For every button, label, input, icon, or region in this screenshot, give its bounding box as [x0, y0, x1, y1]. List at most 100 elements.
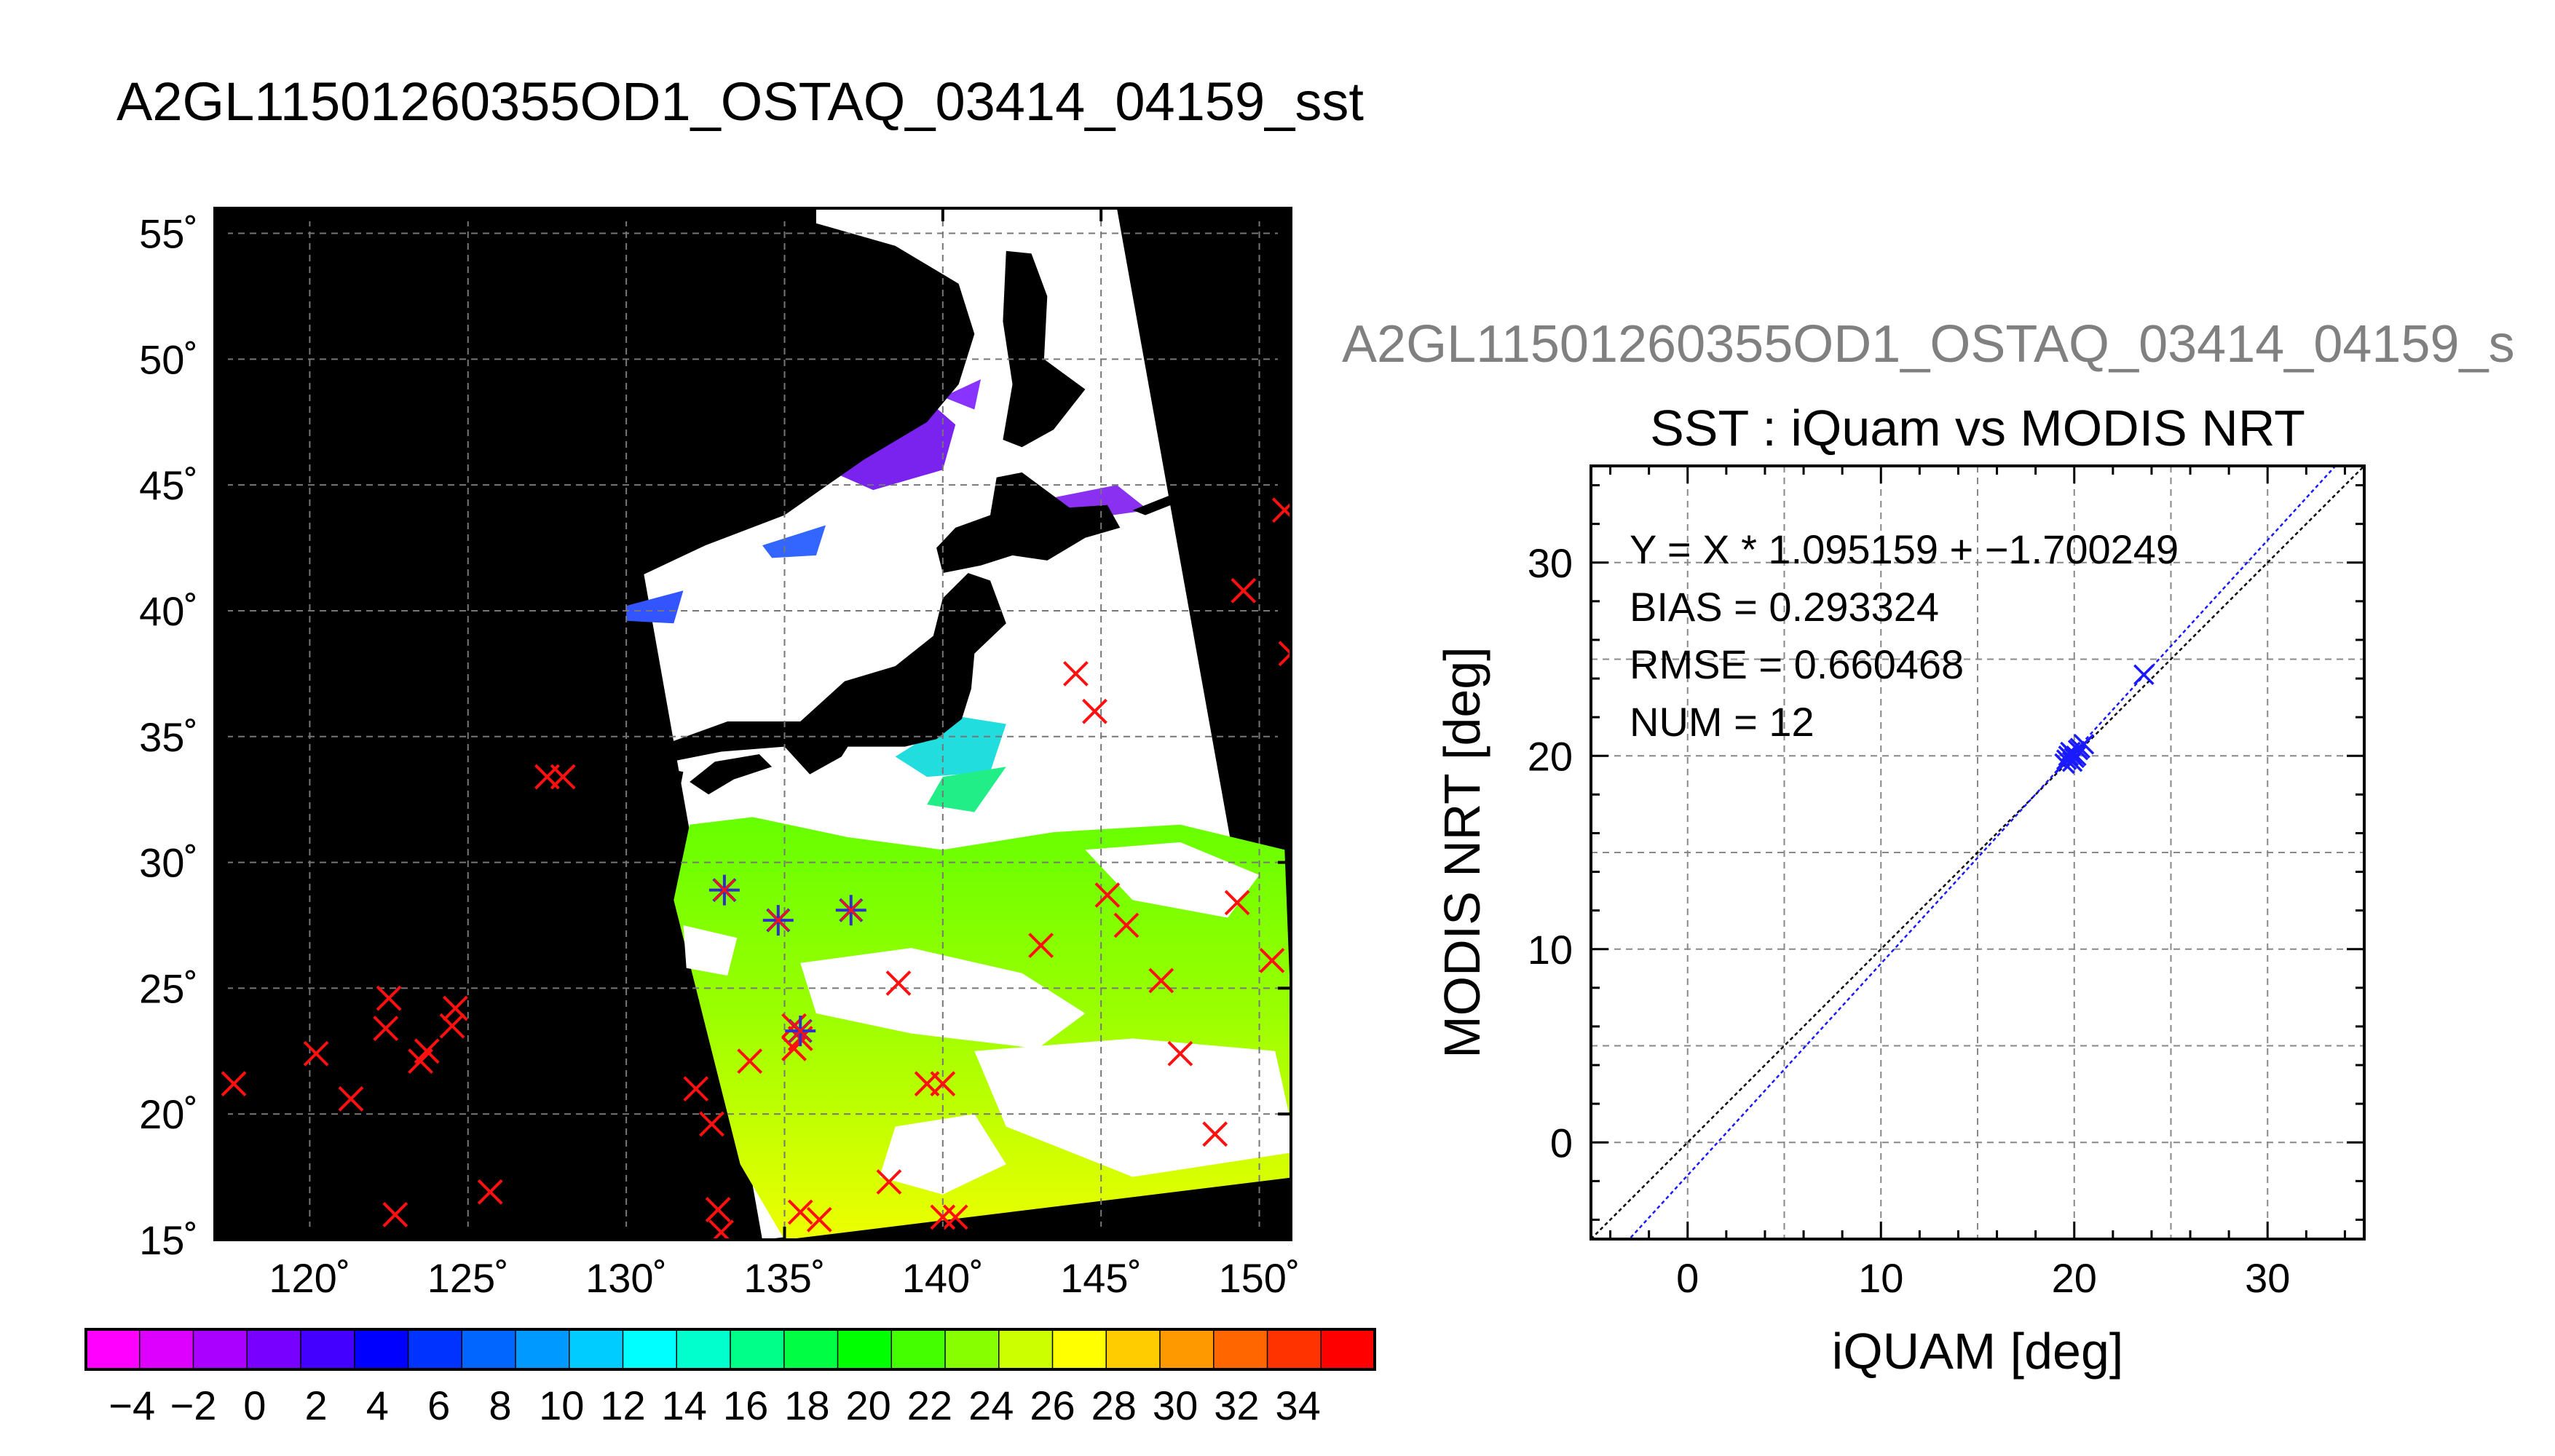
colorbar: −4 −2 0 2 4 6 8 10 12 14 16 18 20 22 24 26 28 30 32 34: [84, 1328, 1376, 1428]
map-xtick-label: 135˚: [743, 1255, 825, 1301]
map-ytick-label: 55˚: [139, 211, 198, 257]
map-marker-insitu: [876, 1169, 902, 1195]
colorbar-tick-label: 28: [1091, 1382, 1137, 1428]
colorbar-tick-label: 8: [489, 1382, 511, 1428]
colorbar-cell: [193, 1329, 248, 1369]
map-marker-insitu: [1113, 912, 1140, 938]
map-marker-insitu: [737, 1048, 763, 1075]
colorbar-cell: [1267, 1329, 1322, 1369]
scatter-annotation: NUM = 12: [1630, 699, 1814, 745]
map-marker-insitu: [1202, 1121, 1228, 1147]
map-marker-insitu: [1224, 890, 1250, 916]
colorbar-tick-label: 18: [784, 1382, 829, 1428]
map-marker-insitu: [930, 1204, 956, 1230]
colorbar-cell: [516, 1329, 570, 1369]
scatter-xtick-label: 20: [2052, 1255, 2097, 1301]
map-xtick-label: 150˚: [1218, 1255, 1300, 1301]
map-marker-insitu: [840, 899, 862, 922]
map-marker-insitu: [382, 1202, 408, 1227]
map-marker-insitu: [699, 1111, 724, 1137]
map-ytick-label: 40˚: [139, 588, 198, 634]
scatter-annotation: Y = X * 1.095159 + −1.700249: [1630, 526, 2179, 572]
map-marker-insitu: [1259, 947, 1285, 973]
map-ytick-label: 45˚: [139, 462, 198, 508]
colorbar-tick-label: 16: [723, 1382, 768, 1428]
map-marker-insitu: [414, 1038, 440, 1064]
map-marker-insitu: [787, 1199, 813, 1225]
map-marker-insitu: [221, 1071, 247, 1097]
scatter-header: A2GL11501260355OD1_OSTAQ_03414_04159_s: [1342, 315, 2515, 373]
colorbar-cell: [86, 1329, 141, 1369]
land-honshu: [657, 573, 1006, 775]
map-marker-insitu: [789, 1020, 812, 1042]
colorbar-tick-label: 32: [1214, 1382, 1259, 1428]
map-marker-insitu: [477, 1179, 503, 1205]
colorbar-cell: [462, 1329, 516, 1369]
colorbar-cell: [891, 1329, 946, 1369]
map-marker-insitu: [885, 970, 912, 996]
land-sakhalin: [1003, 250, 1086, 448]
map-marker-insitu: [1028, 933, 1054, 959]
land-kyushu: [617, 764, 684, 837]
map-marker-insitu: [1271, 497, 1291, 523]
colorbar-frame: [84, 1328, 1376, 1371]
scatter-annotation: BIAS = 0.293324: [1630, 584, 1939, 630]
colorbar-cell: [730, 1329, 785, 1369]
colorbar-tick-label: −2: [170, 1382, 217, 1428]
map-ytick-label: 20˚: [139, 1091, 198, 1137]
cloud-patch: [974, 1038, 1291, 1177]
colorbar-cell: [998, 1329, 1054, 1369]
scatter-ylabel: MODIS NRT [deg]: [1434, 646, 1490, 1058]
colorbar-tick-label: 0: [243, 1382, 266, 1428]
colorbar-tick-label: 34: [1275, 1382, 1320, 1428]
page-title: A2GL11501260355OD1_OSTAQ_03414_04159_sst: [117, 71, 1364, 132]
map-xtick-label: 130˚: [585, 1255, 667, 1301]
colorbar-tick-label: 10: [539, 1382, 584, 1428]
colorbar-cell: [1160, 1329, 1215, 1369]
colorbar-tick-label: 22: [907, 1382, 952, 1428]
map-marker-insitu: [806, 1206, 832, 1233]
map-marker-insitu: [1082, 698, 1107, 724]
map-xtick-label: 125˚: [427, 1255, 509, 1301]
map-marker-insitu: [1094, 882, 1121, 908]
colorbar-cell: [1106, 1329, 1161, 1369]
map-marker-insitu: [303, 1040, 329, 1067]
sst-patch-cyan: [895, 716, 1006, 778]
scatter-point: [2061, 751, 2083, 772]
colorbar-tick-label: 14: [662, 1382, 707, 1428]
map-marker-insitu: [683, 1076, 709, 1102]
map-marker-insitu: [705, 1197, 731, 1222]
colorbar-cell: [408, 1329, 462, 1369]
colorbar-cell: [1052, 1329, 1107, 1369]
map-ytick-label: 35˚: [139, 714, 198, 760]
map-marker-insitu: [942, 1204, 968, 1230]
scatter-annotation: RMSE = 0.660468: [1630, 641, 1964, 687]
colorbar-cell: [837, 1329, 892, 1369]
colorbar-tick-label: 2: [304, 1382, 327, 1428]
colorbar-tick-label: 4: [366, 1382, 389, 1428]
map-marker-insitu: [338, 1086, 364, 1112]
map-marker-insitu: [1278, 641, 1291, 667]
scatter-identity-line: [1591, 466, 2364, 1239]
map-marker-insitu: [550, 764, 576, 790]
map-marker-insitu: [767, 909, 789, 932]
land-shikoku: [690, 754, 773, 795]
map-marker-insitu: [1231, 577, 1257, 604]
scatter-title: SST : iQuam vs MODIS NRT: [1650, 400, 2305, 456]
map-ytick-label: 50˚: [139, 336, 198, 382]
colorbar-tick-label: 12: [600, 1382, 645, 1428]
colorbar-cell: [1321, 1329, 1375, 1369]
map-ytick-label: 25˚: [139, 965, 198, 1011]
cloud-patch: [800, 948, 1086, 1049]
scatter-point: [2069, 737, 2090, 759]
sst-patch-purple: [942, 379, 981, 410]
map-marker-insitu: [1148, 968, 1174, 994]
scatter-xtick-label: 30: [2245, 1255, 2290, 1301]
sst-patch-blue: [626, 590, 684, 624]
scatter-ytick-label: 30: [1528, 540, 1573, 586]
land-hokkaido: [936, 472, 1121, 574]
scatter-panel: A2GL11501260355OD1_OSTAQ_03414_04159_s S…: [1342, 315, 2515, 1380]
map-frame: [213, 207, 1292, 1241]
sst-patch-green: [927, 767, 1006, 812]
